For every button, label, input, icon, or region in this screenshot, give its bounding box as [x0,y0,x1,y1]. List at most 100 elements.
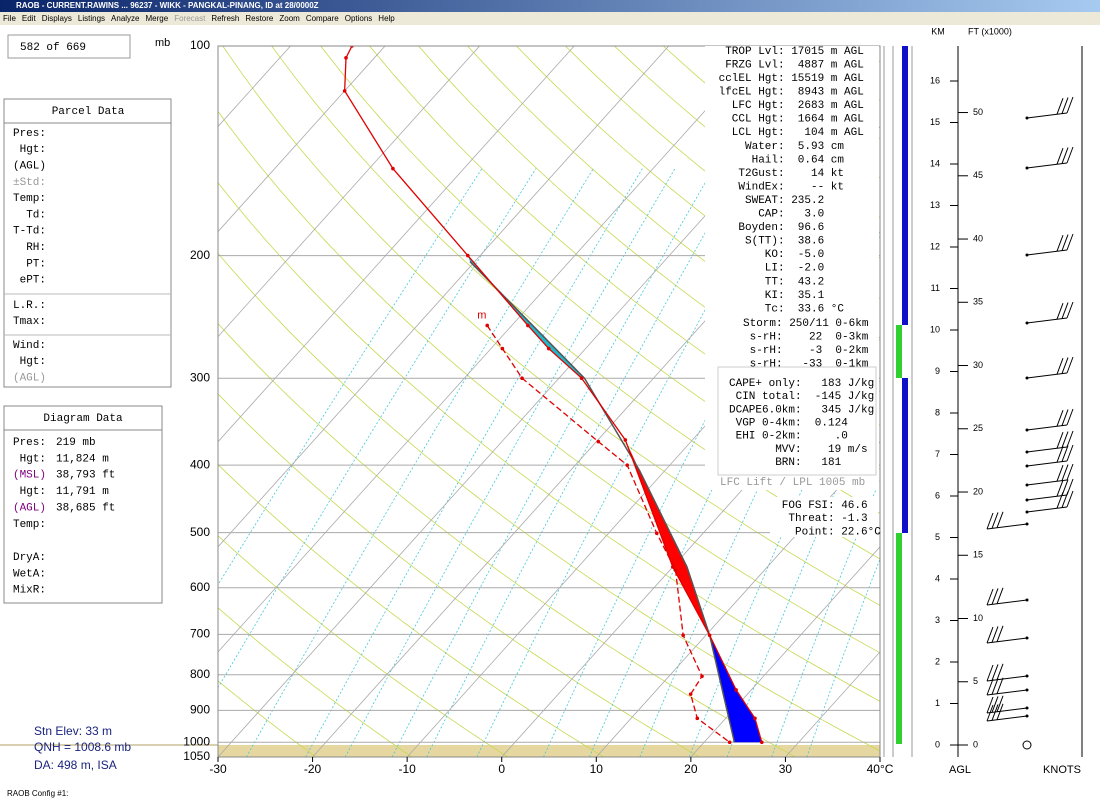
row-value: 11,824 m [56,453,109,465]
wind-feather [996,663,1004,680]
isotherm [595,441,880,757]
menu-item[interactable]: Edit [22,14,37,23]
wind-feather [986,626,994,644]
wind-staff [1026,317,1068,324]
dewpoint-point [681,633,685,638]
layer-bar [902,378,908,533]
wind-feather [1066,463,1074,481]
dewpoint-point [500,346,505,351]
wind-dot [1025,116,1029,120]
menu-item[interactable]: Forecast [174,14,206,23]
wind-feather [1056,358,1064,375]
wind-dot [1025,688,1029,692]
index-line: MVV: 19 m/s [775,444,867,456]
index-line: EHI 0-2km: .0 [736,431,848,443]
panel-title: Parcel Data [52,106,125,118]
index-line: TROP Lvl: 17015 m AGL [725,46,864,58]
dry-adiabat [218,535,509,757]
dry-adiabat [271,46,880,560]
temp-label: -30 [209,762,227,776]
row-value: 38,685 ft [56,503,115,515]
menu-item[interactable]: Zoom [279,14,300,23]
temperature-point [707,633,712,638]
ft-label: 15 [973,550,983,560]
temp-label: 10 [590,762,604,776]
index-line: Water: 5.93 cm [745,141,844,153]
dewpoint-point [654,531,659,536]
index-line: Storm: 250/11 0-6km [743,318,869,330]
menu-item[interactable]: Refresh [211,14,239,23]
wind-feather [1056,235,1064,252]
dewpoint-point [673,568,678,572]
isotherm [690,546,880,757]
km-label: 9 [935,366,940,376]
km-label: 6 [935,490,940,500]
temp-label: 20 [684,762,698,776]
menu-item[interactable]: Help [378,14,395,23]
temperature-point [670,565,675,569]
menu-item[interactable]: Restore [245,14,274,23]
parcel-line [469,261,736,743]
km-label: 15 [930,117,940,127]
wind-feather [1056,492,1064,509]
diagram-panel [3,405,163,604]
index-line: lfcEL Hgt: 8943 m AGL [719,87,864,99]
wind-feather [991,664,999,681]
wind-feather [1066,146,1074,164]
index-line: Point: 22.6°C [795,526,881,538]
dewpoint-point [727,740,732,745]
pressure-label: 100 [190,38,210,52]
dry-adiabat [218,680,317,757]
wind-feather [1061,491,1069,508]
menu-item[interactable]: Merge [146,14,169,23]
row-value: 11,791 m [56,486,109,498]
dry-adiabat [222,46,880,606]
temperature-point [753,716,757,721]
wind-feather [1066,490,1074,508]
index-line: BRN: 181 [775,457,841,469]
row-label: DryA: [13,552,46,564]
dewpoint-point [520,376,524,380]
wind-feather [996,677,1004,694]
counter-box [7,34,131,59]
title-bar [0,0,1100,12]
row-label: (AGL) [13,161,46,173]
wind-staff [1026,446,1068,453]
index-line: WindEx: -- kt [738,181,844,193]
panel-title: Diagram Data [43,413,123,425]
row-value: 38,793 ft [56,470,115,482]
menu-item[interactable]: Displays [42,14,72,23]
row-label: Pres: [13,128,46,140]
menu-item[interactable]: Options [345,14,373,23]
dry-adiabat [957,46,1100,757]
mixing-ratio-line [305,168,643,757]
row-label: L.R.: [13,300,46,312]
ft-label: 0 [973,739,978,749]
wind-dot [1025,483,1029,487]
row-label: (MSL) [13,470,46,482]
km-label: 11 [931,283,940,293]
wind-feather [991,696,999,713]
dry-adiabat [320,46,880,515]
wind-feather [1066,444,1074,462]
temperature-point [760,740,764,745]
menu-item[interactable]: Compare [306,14,339,23]
cape-area [625,439,710,636]
row-label: Hgt: [20,144,46,156]
parcel-header [3,98,172,124]
menu-item[interactable]: File [3,14,16,23]
menu-bar [0,12,1100,25]
wind-dot [1025,253,1029,257]
menu-item[interactable]: Analyze [111,14,140,23]
lift-note: LFC Lift / LPL 1005 mb [720,477,865,489]
temperature-point [546,346,551,351]
wind-feather [991,512,999,529]
row-label: (AGL) [13,373,46,385]
menu-item[interactable]: Listings [78,14,105,23]
index-line: cclEL Hgt: 15519 m AGL [719,73,864,85]
index-line: s-rH: 22 0-3km [750,331,869,343]
dry-adiabat [1006,46,1100,757]
km-label: 2 [935,656,940,666]
mixing-ratio-line [246,168,594,757]
